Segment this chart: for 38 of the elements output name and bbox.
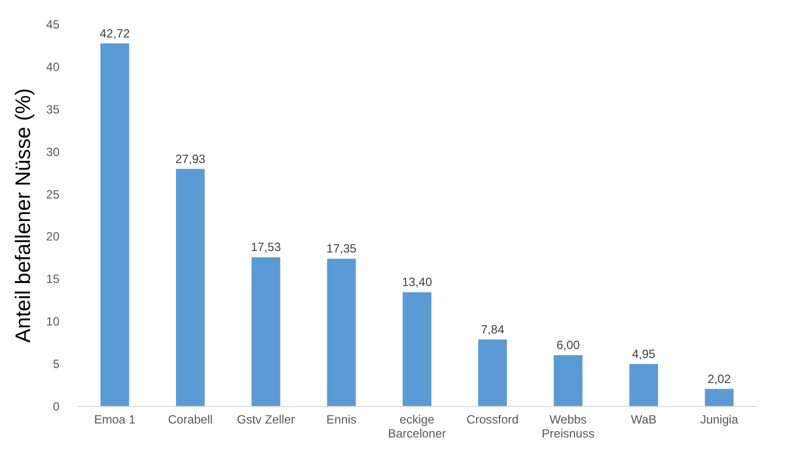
y-tick-label: 0 [52,400,60,414]
x-tick-label: Gstv Zeller [236,412,295,426]
x-tick-label: Corabell [168,412,213,426]
bar [629,364,658,406]
x-tick-label: Ennis [326,412,356,426]
data-label: 2,02 [708,372,732,386]
x-tick-label: eckige Barceloner [388,412,446,440]
bar [327,258,356,406]
data-label: 7,84 [480,322,505,336]
data-label: 4,95 [632,346,656,361]
x-tick-label: WaB [630,412,656,426]
y-tick-label: 40 [46,60,60,74]
bar [704,388,734,406]
bar [252,257,280,406]
y-tick-label: 10 [46,314,60,329]
y-tick-label: 25 [46,187,60,202]
y-tick-label: 20 [46,230,60,244]
y-axis-title: Anteil befallener Nüsse (%) [12,88,36,343]
y-tick-label: 30 [46,144,60,159]
data-label: 42,72 [100,26,130,40]
y-tick-label: 35 [46,102,60,116]
bar [402,292,432,406]
data-label: 27,93 [175,152,206,166]
x-tick-label: Webbs Preisnuss [542,412,594,440]
x-tick-label: Junigia [700,412,739,426]
y-tick-label: 15 [46,272,60,286]
bar [176,168,205,406]
data-label: 6,00 [556,338,580,352]
bar [478,339,507,406]
y-tick-label: 5 [52,357,60,372]
bar [100,43,130,406]
data-label: 13,40 [402,275,432,290]
x-tick-label: Crossford [466,412,519,426]
data-label: 17,53 [250,240,282,254]
y-tick-label: 45 [46,18,60,32]
data-label: 17,35 [326,242,357,256]
bar [554,355,582,406]
x-tick-label: Emoa 1 [94,412,136,426]
